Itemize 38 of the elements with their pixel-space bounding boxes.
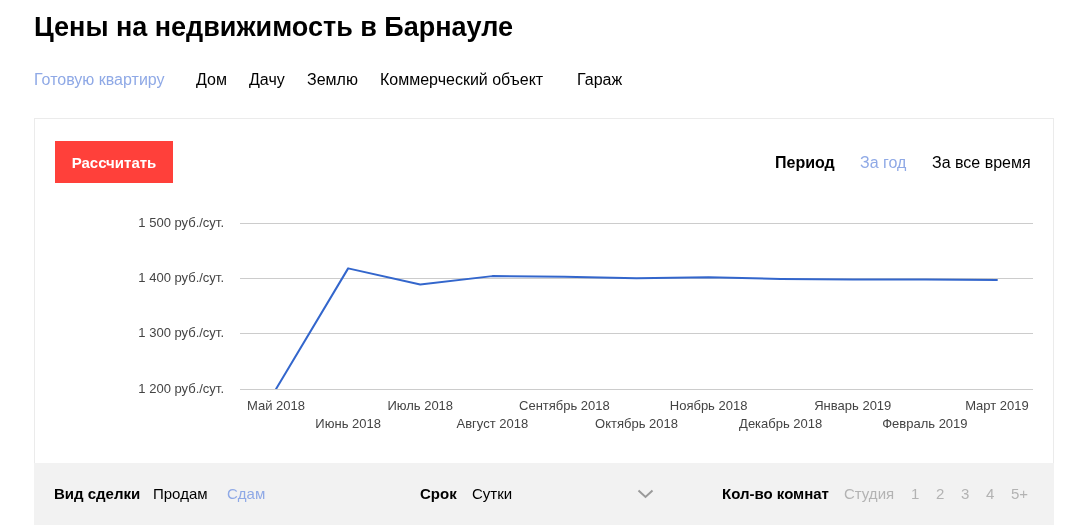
y-tick-label: 1 300 руб./сут. bbox=[138, 325, 224, 341]
x-tick-label: Июль 2018 bbox=[387, 397, 454, 413]
x-tick-label: Октябрь 2018 bbox=[595, 415, 678, 431]
tab[interactable]: За все время bbox=[932, 153, 1031, 173]
tab[interactable]: Дачу bbox=[249, 70, 285, 90]
tab[interactable]: Землю bbox=[307, 70, 358, 90]
text: Вид сделки bbox=[54, 485, 141, 503]
y-tick-label: 1 200 руб./сут. bbox=[138, 380, 224, 396]
option[interactable]: 4 bbox=[986, 485, 995, 503]
y-tick-label: 1 400 руб./сут. bbox=[138, 269, 224, 285]
x-tick-label: Январь 2019 bbox=[814, 397, 892, 413]
x-tick-label: Май 2018 bbox=[247, 397, 306, 413]
x-tick-label: Март 2019 bbox=[965, 397, 1029, 413]
chart-title: Цены на недвижимость в Барнауле bbox=[34, 11, 514, 44]
option[interactable]: 1 bbox=[911, 485, 920, 503]
x-tick-label: Ноябрь 2018 bbox=[669, 397, 748, 413]
text: Срок bbox=[420, 485, 457, 503]
tab[interactable]: Коммерческий объект bbox=[380, 70, 544, 90]
x-tick-label: Декабрь 2018 bbox=[739, 415, 823, 431]
option[interactable]: Сдам bbox=[227, 485, 266, 503]
text: Период bbox=[775, 153, 835, 173]
option[interactable]: Студия bbox=[844, 485, 895, 503]
y-tick-label: 1 500 руб./сут. bbox=[138, 214, 224, 230]
option[interactable]: 5+ bbox=[1011, 485, 1029, 503]
x-tick-label: Июнь 2018 bbox=[315, 415, 381, 431]
tab[interactable]: Дом bbox=[196, 70, 227, 90]
option[interactable]: 2 bbox=[936, 485, 945, 503]
option[interactable]: Продам bbox=[153, 485, 208, 503]
tab[interactable]: За год bbox=[860, 153, 907, 173]
button[interactable]: Рассчитать bbox=[55, 141, 173, 183]
x-tick-label: Сентябрь 2018 bbox=[519, 397, 610, 413]
x-tick-label: Февраль 2019 bbox=[882, 415, 968, 431]
option[interactable]: 3 bbox=[961, 485, 970, 503]
dropdown[interactable]: Сутки bbox=[472, 485, 513, 503]
tab[interactable]: Гараж bbox=[577, 70, 623, 90]
x-tick-label: Август 2018 bbox=[456, 415, 529, 431]
text: Кол-во комнат bbox=[722, 485, 829, 503]
tab[interactable]: Готовую квартиру bbox=[34, 70, 165, 90]
